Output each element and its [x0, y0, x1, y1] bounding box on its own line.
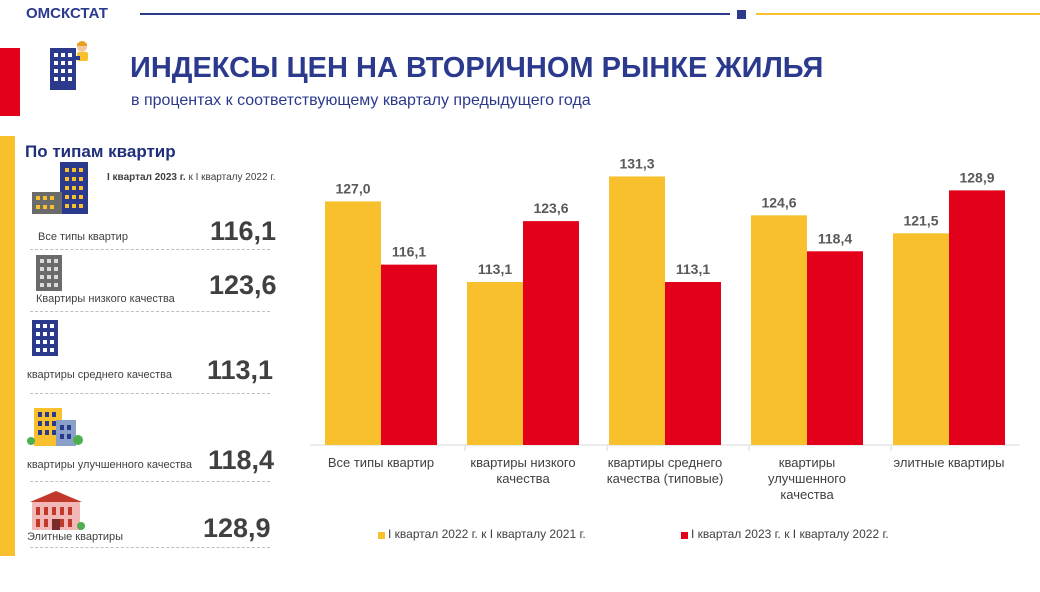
panel-value-low-quality: 123,6 [209, 270, 277, 300]
data-label-2022-3: 124,6 [761, 194, 796, 210]
bar-2023-0 [381, 264, 437, 445]
panel-value-improved-quality: 118,4 [208, 445, 275, 475]
data-label-2022-2: 131,3 [619, 155, 654, 171]
data-label-2023-1: 123,6 [533, 200, 568, 216]
elite-building-icon [30, 491, 85, 530]
panel-label-elite: Элитные квартиры [27, 531, 124, 543]
header-rule-navy [140, 13, 730, 15]
panel-label-all-types: Все типы квартир [38, 231, 128, 243]
page-subtitle: в процентах к соответствующему кварталу … [131, 92, 591, 109]
category-label-2: качества (типовые) [607, 471, 724, 486]
category-label-1: качества [496, 471, 550, 486]
bar-2022-4 [893, 233, 949, 445]
data-label-2023-3: 118,4 [818, 230, 852, 246]
data-label-2023-4: 128,9 [959, 169, 994, 185]
legend-swatch-2023 [681, 532, 688, 539]
bar-2023-2 [665, 282, 721, 445]
panel-label-medium-quality: квартиры среднего качества [27, 369, 172, 381]
panel-divider [30, 547, 270, 548]
category-label-2: квартиры среднего [608, 455, 722, 470]
grey-building-icon [36, 255, 62, 291]
blue-building-icon [32, 320, 58, 356]
bar-2023-1 [523, 221, 579, 445]
bar-2023-3 [807, 251, 863, 445]
yellow-accent-strip [0, 136, 15, 556]
panel-title: По типам квартир [25, 142, 176, 161]
header-rule-square [737, 10, 746, 19]
bar-2023-4 [949, 190, 1005, 445]
bar-2022-2 [609, 176, 665, 445]
panel-value-medium-quality: 113,1 [207, 355, 274, 385]
panel-divider [30, 311, 270, 312]
residential-building-icon [27, 408, 83, 446]
panel-period-note-rest: к I кварталу 2022 г. [185, 172, 276, 183]
panel-divider [30, 481, 270, 482]
panel-value-elite: 128,9 [203, 513, 271, 543]
panel-divider [30, 393, 270, 394]
category-label-3: качества [780, 487, 834, 502]
category-label-3: улучшенного [768, 471, 846, 486]
data-label-2023-0: 116,1 [392, 244, 426, 260]
data-label-2023-2: 113,1 [676, 261, 710, 277]
legend-label-2023: I квартал 2023 г. к I кварталу 2022 г. [691, 527, 889, 541]
legend-swatch-2022 [378, 532, 385, 539]
panel-label-improved-quality: квартиры улучшенного качества [27, 459, 193, 471]
bar-2022-0 [325, 201, 381, 445]
legend-label-2022: I квартал 2022 г. к I кварталу 2021 г. [388, 527, 586, 541]
bar-2022-3 [751, 215, 807, 445]
data-label-2022-0: 127,0 [335, 180, 370, 196]
apartment-blocks-icon [32, 162, 88, 214]
panel-period-note: I квартал 2023 г. к I кварталу 2022 г. [107, 172, 276, 183]
category-label-4: элитные квартиры [894, 455, 1005, 470]
page-title: ИНДЕКСЫ ЦЕН НА ВТОРИЧНОМ РЫНКЕ ЖИЛЬЯ [130, 52, 824, 84]
category-label-1: квартиры низкого [470, 455, 575, 470]
category-label-0: Все типы квартир [328, 455, 434, 470]
panel-divider [30, 249, 270, 250]
header-rule-yellow [756, 13, 1040, 15]
panel-period-note-bold: I квартал 2023 г. [107, 172, 186, 183]
bar-2022-1 [467, 282, 523, 445]
panel-value-all-types: 116,1 [210, 216, 277, 246]
category-label-3: квартиры [779, 455, 835, 470]
brand-label: ОМСКСТАТ [26, 5, 108, 22]
data-label-2022-4: 121,5 [903, 212, 938, 228]
price-index-bar-chart: 127,0 116,1 Все типы квартир 113,1 123,6 квар… [310, 155, 1020, 502]
red-accent-strip [0, 48, 20, 116]
panel-label-low-quality: Квартиры низкого качества [36, 293, 175, 305]
data-label-2022-1: 113,1 [478, 261, 512, 277]
building-person-icon [50, 41, 88, 90]
